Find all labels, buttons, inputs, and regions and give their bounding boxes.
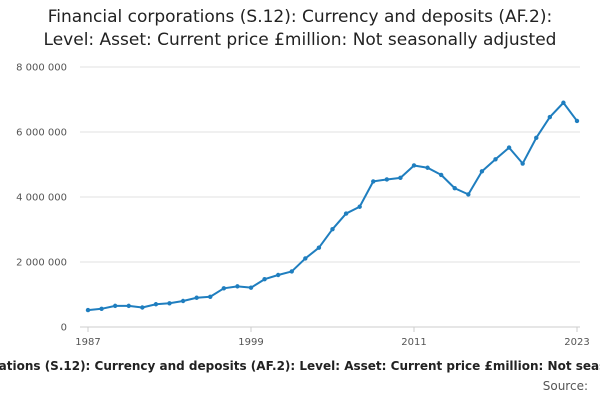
data-point bbox=[371, 179, 376, 184]
data-point bbox=[126, 303, 131, 309]
data-point bbox=[520, 161, 525, 166]
data-point bbox=[411, 163, 417, 168]
data-point bbox=[574, 118, 580, 124]
data-point bbox=[235, 284, 240, 289]
data-point bbox=[479, 169, 485, 174]
data-point bbox=[248, 285, 254, 290]
data-point bbox=[561, 100, 566, 105]
data-point bbox=[316, 245, 322, 250]
data-point bbox=[208, 294, 213, 299]
data-point bbox=[534, 135, 539, 141]
data-point bbox=[194, 295, 199, 300]
footer-caption: Financial corporations (S.12): Currency … bbox=[0, 359, 600, 373]
data-point bbox=[167, 301, 172, 306]
x-tick-label: 2023 bbox=[564, 337, 589, 348]
x-tick-label: 1987 bbox=[75, 337, 100, 348]
data-point bbox=[180, 298, 186, 304]
series-line bbox=[87, 101, 578, 312]
data-point bbox=[493, 157, 498, 162]
data-point bbox=[153, 302, 159, 307]
data-point bbox=[357, 204, 362, 209]
axes: 0 2 000 000 4 000 000 6 000 000 8 000 000 198… bbox=[16, 63, 590, 349]
data-point bbox=[85, 307, 91, 313]
data-points bbox=[85, 100, 580, 313]
data-point bbox=[303, 256, 308, 261]
chart-title-line-2: Level: Asset: Current price £million: No… bbox=[43, 30, 557, 50]
data-point bbox=[262, 277, 267, 282]
data-point bbox=[452, 186, 457, 191]
x-tick-label: 2011 bbox=[401, 337, 426, 348]
data-point bbox=[506, 145, 512, 150]
data-point bbox=[343, 211, 349, 216]
data-point bbox=[384, 177, 390, 182]
data-point bbox=[466, 192, 471, 197]
footer-caption-text: Financial corporations (S.12): Currency … bbox=[0, 359, 600, 373]
chart-title: Financial corporations (S.12): Currency … bbox=[0, 6, 600, 52]
source-label: Source: bbox=[542, 379, 588, 393]
y-tick-label: 4 000 000 bbox=[16, 193, 67, 204]
gridlines bbox=[80, 66, 580, 263]
y-tick-label: 6 000 000 bbox=[16, 128, 67, 139]
data-point bbox=[275, 272, 281, 278]
data-point bbox=[398, 175, 403, 181]
y-tick-label: 0 bbox=[61, 323, 67, 334]
data-point bbox=[425, 165, 430, 170]
data-point bbox=[289, 269, 294, 274]
chart-title-line-1: Financial corporations (S.12): Currency … bbox=[47, 7, 553, 27]
data-point bbox=[99, 306, 104, 311]
y-tick-label: 8 000 000 bbox=[16, 63, 67, 74]
series-line-layer bbox=[87, 101, 578, 312]
data-point bbox=[140, 305, 145, 310]
data-point bbox=[112, 303, 118, 309]
data-point bbox=[330, 226, 335, 232]
data-point bbox=[438, 172, 444, 178]
x-tick-label: 1999 bbox=[238, 337, 263, 348]
data-point bbox=[221, 286, 227, 291]
y-tick-label: 2 000 000 bbox=[16, 258, 67, 269]
data-point bbox=[547, 114, 553, 120]
